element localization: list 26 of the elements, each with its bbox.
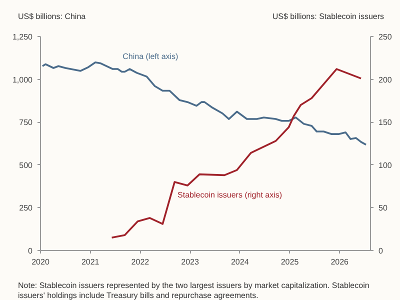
x-tick-label: 2026 — [330, 258, 350, 266]
line-series — [42, 61, 367, 146]
y-tick-label: 750 — [19, 118, 34, 128]
x-tick-label: 2024 — [230, 258, 250, 266]
y2-axis-title: US$ billions: Stablecoin issuers — [272, 11, 384, 22]
x-tick-label: 2022 — [131, 258, 150, 266]
y2-tick-label: 250 — [378, 32, 392, 42]
line-series — [110, 68, 362, 239]
y2-tick-label: 0 — [378, 246, 384, 256]
y-axis-title: US$ billions: China — [18, 11, 86, 22]
series-label: Stablecoin issuers (right axis) — [178, 190, 282, 200]
x-tick-label: 2021 — [81, 258, 100, 266]
text: Note: Stablecoin issuers represented by the two largest issuers by market capitalization. Stablecoin issuers' holdings include Treasury bills and repurchase agreements. — [17, 280, 370, 300]
series-label: China (left axis) — [122, 52, 179, 61]
y-tick-label: 500 — [19, 160, 34, 170]
y2-tick-label: 200 — [378, 75, 392, 84]
y2-tick-label: 100 — [378, 160, 392, 170]
x-tick-label: 2025 — [280, 258, 300, 266]
x-tick-label: 2023 — [181, 258, 200, 266]
y-tick-label: 250 — [19, 204, 34, 213]
y-tick-label: 0 — [28, 246, 34, 256]
x-tick-label: 2020 — [32, 258, 50, 266]
y-tick-label: 1,000 — [12, 75, 34, 84]
y2-tick-label: 50 — [378, 204, 388, 213]
y2-tick-label: 150 — [378, 118, 392, 128]
y-tick-label: 1,250 — [12, 32, 34, 42]
